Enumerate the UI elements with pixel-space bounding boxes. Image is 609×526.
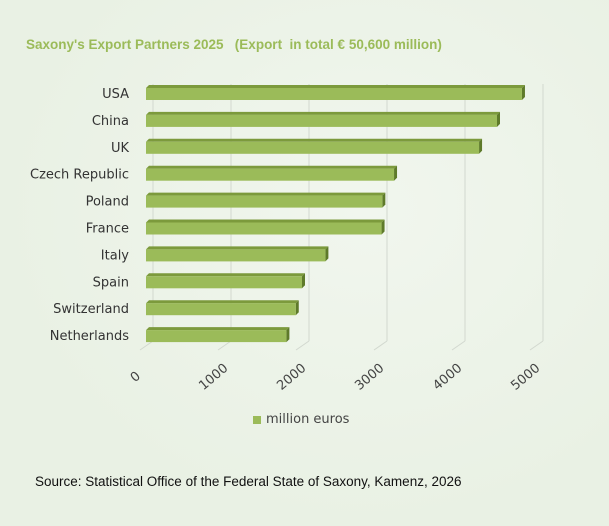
bar-side [381,219,385,235]
y-category-label: Italy [101,248,130,263]
floor-gridline [139,340,154,351]
bar-top [146,219,385,223]
x-tick-label: 1000 [196,361,231,394]
bar-side [302,273,305,289]
legend: million euros [253,412,349,427]
floor-gridline [451,340,466,351]
bar-top [146,138,483,142]
bar-top [146,327,290,331]
y-category-label: Switzerland [53,302,129,317]
bar-top [146,300,299,304]
bar [146,88,522,100]
y-category-label: USA [102,87,129,102]
x-tick-label: 4000 [430,361,465,394]
floor-gridline [217,340,232,351]
x-tick-label: 3000 [352,361,387,394]
y-category-label: Netherlands [50,329,129,344]
floor-gridline [529,340,544,351]
x-tick-label: 2000 [274,361,309,394]
bar-top [146,246,329,250]
bar-top [146,111,500,115]
bar-side [479,138,483,154]
y-category-label: China [92,114,129,129]
x-tick-label: 0 [128,369,144,386]
x-tick-label: 5000 [508,361,543,394]
bar-side [394,165,398,181]
bar-top [146,273,305,277]
bar [146,114,497,127]
y-category-label: UK [111,141,130,156]
floor-gridline [295,340,310,351]
bar-top [146,192,386,196]
y-category-label: Poland [86,195,129,210]
bar [146,303,296,316]
bar-side [286,327,290,343]
source-note: Source: Statistical Office of the Federa… [35,474,462,489]
bar [146,141,480,154]
bar [146,249,326,262]
bar [146,168,395,181]
legend-label: million euros [266,412,350,427]
bar [146,276,302,289]
bar [146,195,383,208]
bar-side [325,246,329,262]
bar-side [497,111,500,127]
bar-top [146,165,398,169]
bar-side [521,85,525,100]
bar [146,222,382,235]
y-category-label: France [86,222,129,237]
legend-swatch [253,415,261,424]
chart-title: Saxony's Export Partners 2025 (Export in… [26,37,442,52]
bar [146,330,287,343]
y-category-label: Czech Republic [30,168,129,183]
bar-side [295,300,299,316]
bar-side [382,192,386,208]
floor-gridline [373,340,388,351]
bar-top [146,85,525,88]
y-category-label: Spain [93,275,129,290]
